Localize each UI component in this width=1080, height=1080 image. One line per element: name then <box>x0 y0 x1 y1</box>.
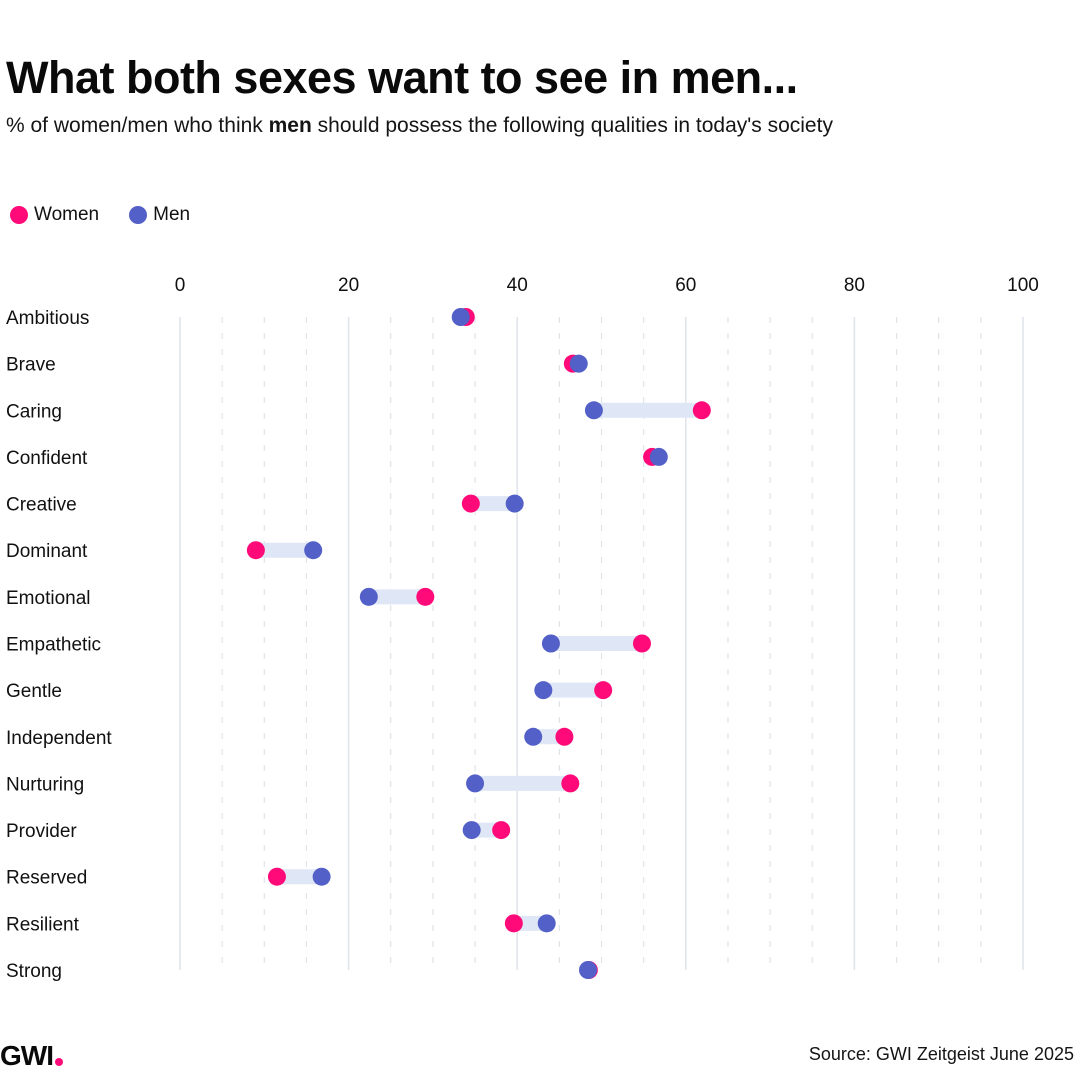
women-dot <box>267 867 286 886</box>
category-label: Dominant <box>6 541 88 562</box>
logo-text: GWI <box>0 1040 54 1071</box>
x-axis-ticks: 0 20 40 60 80 100 <box>175 275 1039 296</box>
legend-label-men: Men <box>153 204 191 225</box>
men-dot <box>649 447 668 466</box>
category-label: Nurturing <box>6 774 84 795</box>
legend-item-men[interactable]: Men <box>129 204 190 226</box>
category-label: Resilient <box>6 914 80 935</box>
category-label: Empathetic <box>6 635 101 656</box>
women-dot <box>416 587 435 606</box>
men-dot <box>537 914 556 933</box>
women-dot <box>555 727 574 746</box>
chart-title: What both sexes want to see in men... <box>6 52 798 103</box>
category-label: Independent <box>6 728 112 749</box>
category-label: Gentle <box>6 681 62 702</box>
men-dot <box>451 308 470 326</box>
category-labels: Ambitious Brave Caring Confident Creative Dom… <box>6 308 112 982</box>
men-dot <box>312 867 331 886</box>
women-dot <box>692 401 711 420</box>
women-dot <box>632 634 651 653</box>
x-tick-label: 0 <box>175 275 186 296</box>
legend: Women Men <box>10 204 190 226</box>
women-dot-icon <box>10 206 28 224</box>
men-dot <box>534 681 553 700</box>
x-tick-label: 60 <box>675 275 696 296</box>
men-dot <box>579 961 598 979</box>
women-dot <box>504 914 523 933</box>
men-dot <box>584 401 603 420</box>
chart-subtitle: % of women/men who think men should poss… <box>6 114 833 138</box>
data-marks <box>246 308 711 979</box>
category-label: Strong <box>6 961 62 982</box>
category-label: Emotional <box>6 588 91 609</box>
women-dot <box>492 821 511 840</box>
x-tick-label: 100 <box>1007 275 1039 296</box>
men-dot <box>524 727 543 746</box>
men-dot <box>466 774 485 793</box>
category-label: Brave <box>6 355 56 376</box>
men-dot <box>505 494 524 513</box>
men-dot <box>304 541 323 560</box>
category-label: Ambitious <box>6 308 89 329</box>
source-note: Source: GWI Zeitgeist June 2025 <box>808 1044 1074 1064</box>
men-dot <box>541 634 560 653</box>
logo-dot-icon <box>55 1058 63 1066</box>
x-tick-label: 20 <box>338 275 359 296</box>
women-dot <box>561 774 580 793</box>
x-tick-label: 40 <box>507 275 528 296</box>
grid-layer <box>179 317 1024 970</box>
women-dot <box>246 541 265 560</box>
category-label: Caring <box>6 401 62 422</box>
legend-label-women: Women <box>34 204 100 225</box>
subtitle-text-pre: % of women/men who think <box>6 114 269 137</box>
men-dot-icon <box>129 206 148 224</box>
category-label: Creative <box>6 495 77 516</box>
gwi-logo: GWI <box>0 1040 63 1072</box>
category-label: Confident <box>6 448 88 469</box>
men-dot <box>462 821 481 840</box>
subtitle-text-post: should possess the following qualities i… <box>311 114 833 137</box>
subtitle-emphasis: men <box>268 114 312 137</box>
x-tick-label: 80 <box>844 275 865 296</box>
men-dot <box>359 587 378 606</box>
women-dot <box>461 494 480 513</box>
category-label: Provider <box>6 821 77 842</box>
category-label: Reserved <box>6 868 87 889</box>
men-dot <box>569 354 588 373</box>
legend-item-women[interactable]: Women <box>10 204 99 226</box>
women-dot <box>594 681 613 700</box>
